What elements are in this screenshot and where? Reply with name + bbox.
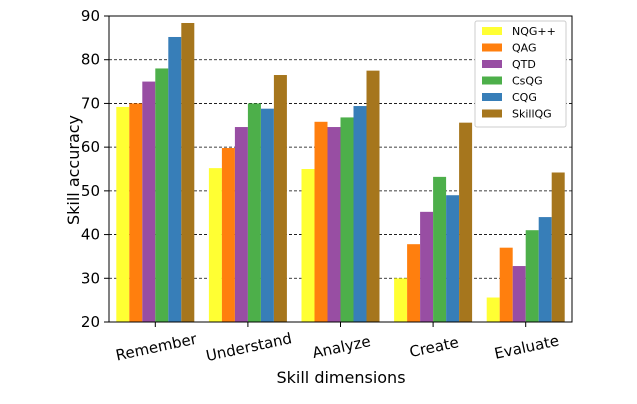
legend-swatch [482, 109, 502, 118]
legend: NQG++ QAG QTD CsQG CQG SkillQG [474, 20, 567, 128]
bar-qtd-remember [142, 81, 156, 322]
y-axis: 20 30 40 50 60 70 80 90 [81, 7, 109, 331]
x-tick-label: Analyze [311, 332, 373, 362]
bar-cqg-understand [260, 108, 274, 322]
bar-skillqg-evaluate [551, 172, 565, 322]
y-tick-label: 80 [81, 51, 100, 69]
bar-cqg-analyze [353, 106, 367, 323]
bar-qtd-analyze [327, 127, 341, 322]
y-axis-title: Skill accuracy [64, 115, 83, 225]
x-tick-label: Remember [114, 330, 199, 365]
x-tick-label: Create [408, 333, 460, 361]
bar-skillqg-understand [273, 75, 287, 322]
y-tick-label: 60 [81, 138, 100, 156]
legend-label: QTD [512, 58, 536, 71]
bar-qtd-evaluate [512, 266, 526, 322]
bar-qtd-understand [234, 127, 248, 322]
bar-csqg-remember [155, 68, 169, 322]
x-tick-label: Understand [204, 329, 293, 365]
legend-label: CQG [512, 91, 537, 104]
legend-label: QAG [512, 42, 537, 55]
bars [116, 22, 565, 323]
bar-qag-understand [221, 148, 235, 322]
legend-label: SkillQG [512, 108, 552, 121]
bar-cqg-evaluate [538, 217, 552, 322]
y-tick-label: 20 [81, 313, 100, 331]
x-tick-label: Evaluate [493, 331, 561, 362]
y-tick-label: 40 [81, 226, 100, 244]
bar-nqg-evaluate [486, 297, 500, 322]
legend-swatch [482, 93, 502, 101]
bar-qag-evaluate [499, 247, 513, 322]
legend-label: CsQG [512, 75, 543, 88]
legend-swatch [482, 60, 502, 68]
bar-cqg-remember [168, 36, 182, 323]
legend-label: NQG++ [512, 25, 556, 38]
bar-qtd-create [420, 211, 434, 322]
bar-csqg-understand [247, 103, 261, 322]
bar-csqg-evaluate [525, 230, 539, 322]
bar-nqg-remember [116, 106, 130, 322]
legend-swatch [482, 76, 502, 85]
bar-nqg-create [394, 278, 408, 322]
x-axis-title: Skill dimensions [276, 368, 405, 387]
bar-qag-remember [129, 103, 143, 322]
legend-swatch [482, 27, 502, 35]
bar-csqg-create [433, 176, 447, 322]
bar-qag-analyze [314, 121, 328, 322]
y-tick-label: 50 [81, 182, 100, 200]
bar-csqg-analyze [340, 117, 354, 322]
y-tick-label: 30 [81, 269, 100, 287]
bar-nqg-understand [208, 168, 222, 322]
bar-qag-create [407, 244, 421, 322]
bar-skillqg-remember [181, 22, 195, 322]
bar-skillqg-create [459, 122, 473, 322]
x-axis: Remember Understand Analyze Create Evaluate [114, 322, 561, 365]
y-tick-label: 70 [81, 94, 100, 112]
legend-swatch [482, 43, 502, 52]
y-tick-label: 90 [81, 7, 100, 25]
bar-cqg-create [446, 195, 460, 322]
bar-skillqg-analyze [366, 70, 380, 323]
bar-nqg-analyze [301, 169, 315, 322]
